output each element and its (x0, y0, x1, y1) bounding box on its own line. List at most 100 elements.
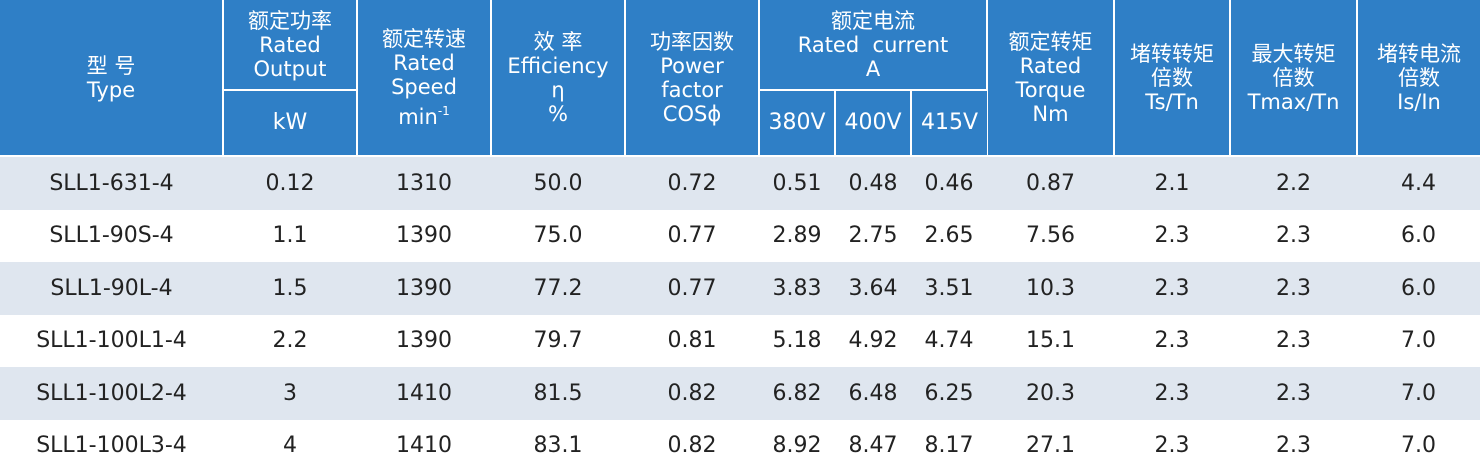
cell-locked-current: 6.0 (1357, 209, 1480, 262)
cell-current-400: 3.64 (835, 262, 911, 315)
header-locked-current-unit: Is/In (1397, 89, 1441, 114)
cell-locked-torque: 2.3 (1114, 419, 1231, 472)
header-locked-torque-unit: Ts/Tn (1145, 89, 1199, 114)
header-locked-current: 堵转电流 倍数 Is/In (1357, 0, 1480, 157)
cell-torque: 20.3 (987, 367, 1115, 420)
speed-unit-text: min (398, 104, 438, 129)
cell-output: 4 (223, 419, 357, 472)
header-rated-current: 额定电流 Rated current A (759, 0, 989, 91)
cell-current-380: 2.89 (759, 209, 835, 262)
cell-locked-torque: 2.1 (1114, 156, 1231, 210)
cell-max-torque: 2.3 (1230, 367, 1358, 420)
cell-output: 1.5 (223, 262, 357, 315)
cell-power-factor: 0.77 (625, 262, 759, 315)
cell-power-factor: 0.77 (625, 209, 759, 262)
cell-max-torque: 2.3 (1230, 314, 1358, 367)
header-rated-speed-en2: Speed (391, 74, 457, 99)
cell-locked-current: 7.0 (1357, 314, 1480, 367)
cell-torque: 15.1 (987, 314, 1115, 367)
header-efficiency-cn: 效 率 (533, 29, 583, 54)
header-type-cn: 型 号 (86, 53, 136, 78)
cell-locked-current: 4.4 (1357, 156, 1480, 210)
cell-current-400: 0.48 (835, 156, 911, 210)
cell-current-380: 5.18 (759, 314, 835, 367)
cell-efficiency: 79.7 (491, 314, 625, 367)
cell-locked-torque: 2.3 (1114, 262, 1231, 315)
cell-type: SLL1-100L3-4 (0, 419, 223, 472)
header-power-factor: 功率因数 Power factor COSϕ (625, 0, 760, 157)
cell-current-415: 4.74 (911, 314, 988, 367)
header-power-factor-en2: factor (661, 77, 723, 102)
cell-current-415: 3.51 (911, 262, 988, 315)
header-locked-torque-cn1: 堵转转矩 (1130, 41, 1215, 66)
cell-locked-current: 6.0 (1357, 262, 1480, 315)
cell-locked-torque: 2.3 (1114, 209, 1231, 262)
cell-output: 3 (223, 367, 357, 420)
cell-type: SLL1-631-4 (0, 156, 223, 210)
table-row: SLL1-100L3-4 4 1410 83.1 0.82 8.92 8.47 … (0, 419, 1480, 472)
cell-current-400: 2.75 (835, 209, 911, 262)
header-type-en: Type (86, 77, 136, 102)
header-type: 型 号 Type (0, 0, 224, 157)
header-rated-current-unit: A (865, 56, 881, 81)
cell-output: 1.1 (223, 209, 357, 262)
cell-locked-torque: 2.3 (1114, 367, 1231, 420)
table-header: 型 号 Type 额定功率 Rated Output 额定转速 Rated Sp… (0, 0, 1480, 157)
cell-type: SLL1-100L1-4 (0, 314, 223, 367)
speed-unit-sup: -1 (437, 103, 450, 118)
header-power-factor-cn: 功率因数 (650, 29, 734, 54)
cell-output: 0.12 (223, 156, 357, 210)
table-row: SLL1-100L2-4 3 1410 81.5 0.82 6.82 6.48 … (0, 367, 1480, 420)
header-output-unit: kW (223, 90, 358, 157)
header-max-torque-cn1: 最大转矩 (1251, 41, 1336, 66)
cell-efficiency: 83.1 (491, 419, 625, 472)
cell-current-415: 0.46 (911, 156, 988, 210)
header-rated-current-cn: 额定电流 (831, 8, 915, 33)
cell-speed: 1410 (357, 419, 491, 472)
cell-current-380: 8.92 (759, 419, 835, 472)
table-row: SLL1-100L1-4 2.2 1390 79.7 0.81 5.18 4.9… (0, 314, 1480, 367)
cell-efficiency: 75.0 (491, 209, 625, 262)
cell-speed: 1410 (357, 367, 491, 420)
cell-type: SLL1-100L2-4 (0, 367, 223, 420)
header-rated-output-en2: Output (253, 56, 327, 81)
cell-current-400: 4.92 (835, 314, 911, 367)
header-voltage-415: 415V (911, 90, 988, 157)
header-locked-torque-cn2: 倍数 (1151, 65, 1194, 90)
header-rated-torque-unit: Nm (1032, 101, 1069, 126)
cell-type: SLL1-90S-4 (0, 209, 223, 262)
table-row: SLL1-90L-4 1.5 1390 77.2 0.77 3.83 3.64 … (0, 262, 1480, 315)
header-efficiency-sym: η (551, 77, 565, 102)
header-rated-speed-en1: Rated (393, 50, 455, 75)
header-voltage-400: 400V (835, 90, 912, 157)
header-rated-current-en: Rated current (797, 32, 949, 57)
cell-speed: 1390 (357, 314, 491, 367)
header-locked-current-cn1: 堵转电流 (1377, 41, 1462, 66)
table-row: SLL1-90S-4 1.1 1390 75.0 0.77 2.89 2.75 … (0, 209, 1480, 262)
header-max-torque-cn2: 倍数 (1272, 65, 1315, 90)
cell-power-factor: 0.72 (625, 156, 759, 210)
header-rated-output-en1: Rated (259, 32, 321, 57)
cell-max-torque: 2.3 (1230, 209, 1358, 262)
cell-locked-current: 7.0 (1357, 419, 1480, 472)
cell-locked-current: 7.0 (1357, 367, 1480, 420)
header-locked-torque: 堵转转矩 倍数 Ts/Tn (1114, 0, 1232, 157)
cell-current-380: 0.51 (759, 156, 835, 210)
cell-type: SLL1-90L-4 (0, 262, 223, 315)
header-rated-speed-cn: 额定转速 (382, 26, 466, 51)
header-rated-speed-unit: min-1 (358, 99, 489, 129)
header-max-torque: 最大转矩 倍数 Tmax/Tn (1230, 0, 1359, 157)
cell-efficiency: 77.2 (491, 262, 625, 315)
cell-speed: 1310 (357, 156, 491, 210)
cell-torque: 10.3 (987, 262, 1115, 315)
header-rated-torque-cn: 额定转矩 (1008, 29, 1093, 54)
header-max-torque-unit: Tmax/Tn (1247, 89, 1340, 114)
cell-torque: 27.1 (987, 419, 1115, 472)
cell-current-400: 8.47 (835, 419, 911, 472)
header-rated-output: 额定功率 Rated Output (223, 0, 358, 91)
cell-locked-torque: 2.3 (1114, 314, 1231, 367)
cell-torque: 7.56 (987, 209, 1115, 262)
cell-power-factor: 0.81 (625, 314, 759, 367)
cell-output: 2.2 (223, 314, 357, 367)
header-efficiency-en: Efficiency (507, 53, 609, 78)
